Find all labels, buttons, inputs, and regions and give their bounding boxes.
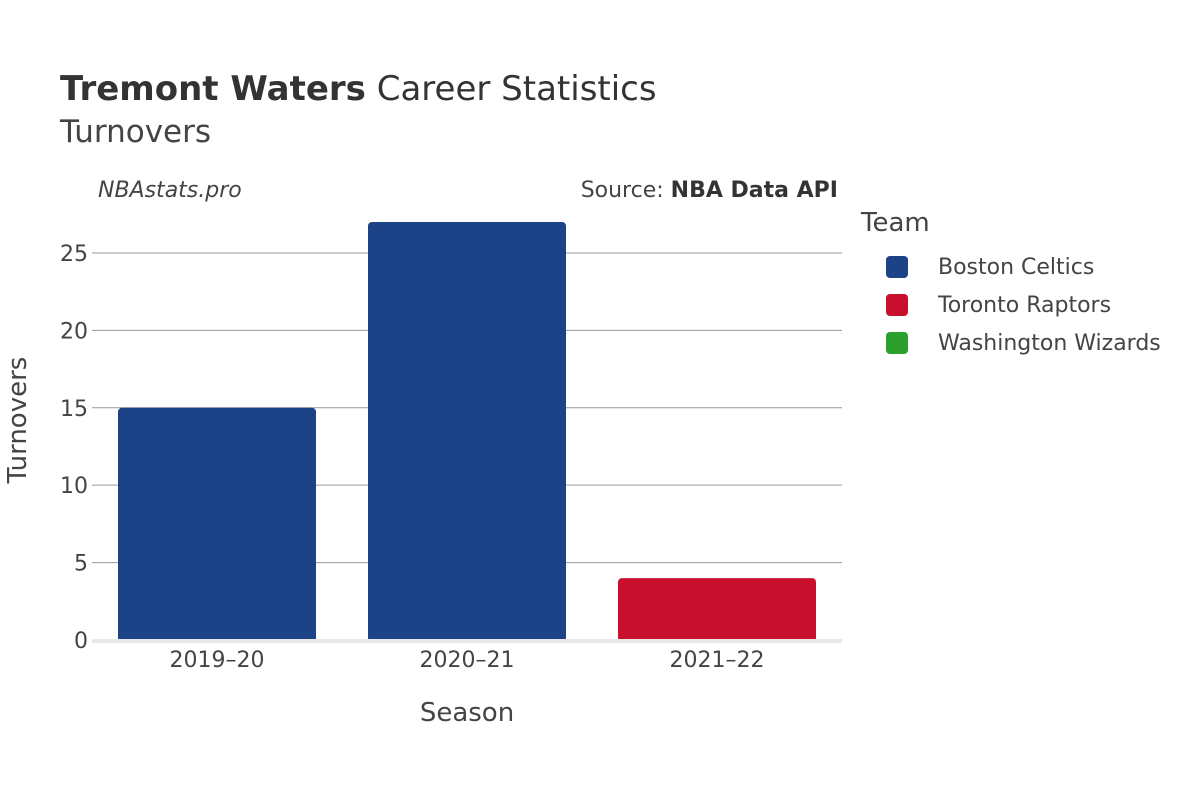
legend-swatch xyxy=(886,332,908,354)
bar[interactable] xyxy=(618,578,816,642)
source-name: NBA Data API xyxy=(670,178,838,203)
y-tick-label: 25 xyxy=(60,242,88,267)
legend-item[interactable]: Washington Wizards xyxy=(861,324,1161,362)
site-watermark: NBAstats.pro xyxy=(98,178,242,203)
legend-item[interactable]: Toronto Raptors xyxy=(861,286,1161,324)
y-axis-title: Turnovers xyxy=(3,357,33,485)
source-prefix: Source: xyxy=(580,178,671,203)
legend-swatch xyxy=(886,256,908,278)
x-axis-title: Season xyxy=(420,698,514,728)
bars xyxy=(118,222,816,642)
chart-title: Tremont Waters Career Statistics xyxy=(60,68,657,110)
bar[interactable] xyxy=(118,407,316,642)
legend-item[interactable]: Boston Celtics xyxy=(861,248,1161,286)
title-rest: Career Statistics xyxy=(376,69,657,109)
legend-title: Team xyxy=(861,208,930,238)
y-tick-label: 15 xyxy=(60,397,88,422)
y-tick-label: 20 xyxy=(60,319,88,344)
chart-title-block: Tremont Waters Career Statistics Turnove… xyxy=(60,68,657,154)
y-tick-label: 5 xyxy=(74,552,88,577)
legend: Team Boston Celtics Toronto Raptors Washin… xyxy=(861,208,1161,362)
legend-label: Boston Celtics xyxy=(938,254,1095,280)
x-tick-label: 2020–21 xyxy=(420,648,515,673)
player-name: Tremont Waters xyxy=(60,69,366,109)
x-tick-label: 2019–20 xyxy=(170,648,265,673)
x-tick-label: 2021–22 xyxy=(670,648,765,673)
legend-items: Boston Celtics Toronto Raptors Washington … xyxy=(861,248,1161,362)
chart-subtitle: Turnovers xyxy=(60,114,212,150)
legend-swatch xyxy=(886,294,908,316)
axes: 0 5 10 15 20 25 2019–20 2020–21 2021–22 Season Tur… xyxy=(3,242,842,728)
legend-label: Toronto Raptors xyxy=(938,292,1112,318)
bar[interactable] xyxy=(368,222,566,642)
legend-label: Washington Wizards xyxy=(938,330,1161,356)
y-tick-label: 0 xyxy=(74,629,88,654)
source-credit: Source: NBA Data API xyxy=(581,178,838,203)
y-tick-label: 10 xyxy=(60,474,88,499)
